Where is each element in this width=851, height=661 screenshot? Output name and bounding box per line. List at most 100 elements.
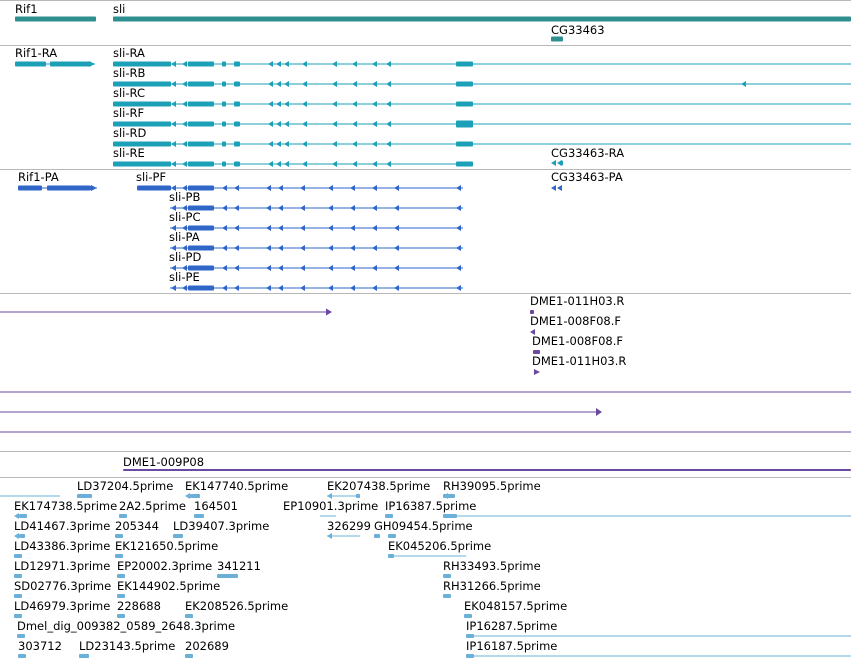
est-label[interactable]: EK207438.5prime <box>327 479 431 493</box>
exon-box[interactable] <box>234 141 240 147</box>
strand-arrow[interactable] <box>332 101 337 107</box>
strand-arrow[interactable] <box>234 285 239 291</box>
exon-box[interactable] <box>117 594 125 598</box>
strand-arrow[interactable] <box>182 225 187 231</box>
est-label[interactable]: 2A2.5prime <box>119 499 186 513</box>
strand-arrow[interactable] <box>182 141 187 147</box>
est-label[interactable]: EK208526.5prime <box>185 599 289 613</box>
est-label[interactable]: GH09454.5prime <box>374 519 473 533</box>
strand-arrow[interactable] <box>284 161 289 167</box>
exon-box[interactable] <box>222 141 226 147</box>
strand-arrow[interactable] <box>171 141 176 147</box>
transcript-label-cg33463-ra[interactable]: CG33463-RA <box>551 146 625 160</box>
est-label[interactable]: IP16287.5prime <box>466 619 558 633</box>
strand-arrow[interactable] <box>386 161 391 167</box>
strand-arrow[interactable] <box>268 161 273 167</box>
strand-arrow[interactable] <box>278 205 283 211</box>
strand-arrow[interactable] <box>171 61 176 67</box>
strand-arrow[interactable] <box>278 225 283 231</box>
exon-box[interactable] <box>185 614 193 618</box>
est-label[interactable]: 228688 <box>117 599 161 613</box>
exon-box[interactable] <box>464 614 472 618</box>
strand-arrow[interactable] <box>394 285 399 291</box>
strand-arrow[interactable] <box>372 265 377 271</box>
exon-box[interactable] <box>456 120 473 128</box>
exon-box[interactable] <box>15 61 46 67</box>
clone-arrow[interactable] <box>530 329 535 335</box>
strand-arrow[interactable] <box>91 185 97 191</box>
exon-box[interactable] <box>14 574 22 578</box>
strand-arrow[interactable] <box>332 161 337 167</box>
strand-arrow[interactable] <box>386 141 391 147</box>
strand-arrow[interactable] <box>284 61 289 67</box>
exon-box[interactable] <box>234 81 240 87</box>
strand-arrow[interactable] <box>171 245 176 251</box>
strand-arrow[interactable] <box>182 285 187 291</box>
strand-arrow[interactable] <box>182 245 187 251</box>
strand-arrow[interactable] <box>182 121 187 127</box>
strand-arrow[interactable] <box>328 285 333 291</box>
strand-arrow[interactable] <box>268 121 273 127</box>
strand-arrow[interactable] <box>266 245 271 251</box>
strand-arrow[interactable] <box>551 160 556 166</box>
strand-arrow[interactable] <box>350 205 355 211</box>
strand-arrow[interactable] <box>352 161 357 167</box>
sequence-label[interactable]: DME1-008F08.F <box>532 334 623 348</box>
est-label[interactable]: RH31266.5prime <box>443 579 541 593</box>
exon-box[interactable] <box>194 514 204 518</box>
strand-arrow[interactable] <box>456 285 461 291</box>
est-box[interactable] <box>77 494 92 498</box>
est-label[interactable]: 341211 <box>217 559 261 573</box>
exon-box[interactable] <box>137 185 171 191</box>
exon-box[interactable] <box>188 225 214 231</box>
protein-label-sli-pc[interactable]: sli-PC <box>169 210 201 224</box>
gene-bar-rif1[interactable] <box>15 16 96 22</box>
strand-arrow[interactable] <box>14 513 19 519</box>
strand-arrow[interactable] <box>300 185 305 191</box>
transcript-label-sli-re[interactable]: sli-RE <box>113 146 145 160</box>
exon-box[interactable] <box>117 614 125 618</box>
strand-arrow[interactable] <box>302 161 307 167</box>
strand-arrow[interactable] <box>394 185 399 191</box>
strand-arrow[interactable] <box>278 285 283 291</box>
strand-arrow[interactable] <box>276 141 281 147</box>
exon-box[interactable] <box>113 101 171 107</box>
gene-label-rif1[interactable]: Rif1 <box>15 2 38 16</box>
strand-arrow[interactable] <box>328 265 333 271</box>
exon-box[interactable] <box>188 141 214 147</box>
strand-arrow[interactable] <box>284 81 289 87</box>
exon-box[interactable] <box>113 81 171 87</box>
strand-arrow[interactable] <box>372 225 377 231</box>
exon-box[interactable] <box>188 205 214 211</box>
clone-mark[interactable] <box>530 310 534 314</box>
est-label[interactable]: LD23143.5prime <box>79 639 176 653</box>
exon-box[interactable] <box>14 554 22 558</box>
est-label[interactable]: IP16187.5prime <box>466 639 558 653</box>
strand-arrow[interactable] <box>182 161 187 167</box>
est-label[interactable]: 303712 <box>18 639 62 653</box>
exon-box[interactable] <box>18 654 26 658</box>
strand-arrow[interactable] <box>222 285 227 291</box>
strand-arrow[interactable] <box>284 141 289 147</box>
strand-arrow[interactable] <box>171 121 176 127</box>
exon-box[interactable] <box>388 534 396 538</box>
est-label[interactable]: LD41467.3prime <box>14 519 111 533</box>
strand-arrow[interactable] <box>14 533 19 539</box>
est-label[interactable]: LD43386.3prime <box>14 539 111 553</box>
exon-box[interactable] <box>222 121 226 127</box>
strand-arrow[interactable] <box>386 61 391 67</box>
est-label[interactable]: EK144902.5prime <box>117 579 221 593</box>
strand-arrow[interactable] <box>332 141 337 147</box>
strand-arrow[interactable] <box>222 185 227 191</box>
strand-arrow[interactable] <box>300 285 305 291</box>
strand-arrow[interactable] <box>278 185 283 191</box>
strand-arrow[interactable] <box>302 101 307 107</box>
est-label[interactable]: LD39407.3prime <box>173 519 270 533</box>
strand-arrow[interactable] <box>456 185 461 191</box>
strand-arrow[interactable] <box>372 121 377 127</box>
strand-arrow[interactable] <box>266 285 271 291</box>
sequence-label[interactable]: DME1-011H03.R <box>530 294 625 308</box>
protein-label-sli-pb[interactable]: sli-PB <box>169 190 201 204</box>
strand-arrow[interactable] <box>443 493 448 499</box>
strand-arrow[interactable] <box>332 61 337 67</box>
